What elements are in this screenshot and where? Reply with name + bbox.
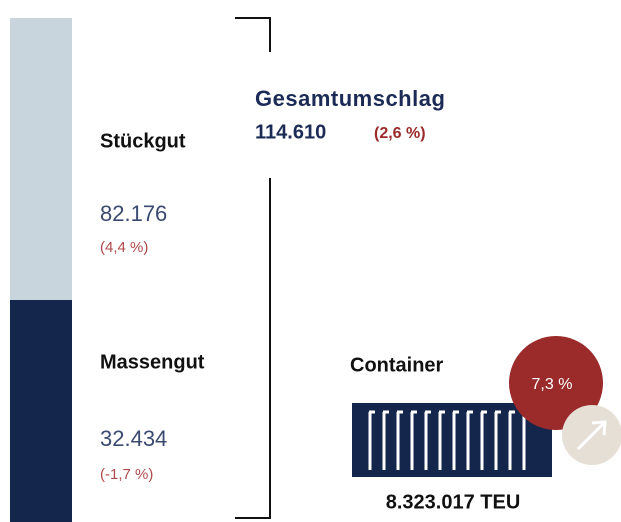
segment-label: Massengut [100,351,205,373]
total-change: (2,6 %) [374,125,426,142]
total-title: Gesamtumschlag [255,86,445,111]
massengut-bar [10,300,72,522]
segment-value: 32.434 [100,426,167,451]
segment-value: 82.176 [100,201,167,226]
bracket [235,17,271,519]
arrow-icon [576,420,607,451]
total-value: 114.610 [255,121,326,143]
stueckgut-bar [10,18,72,300]
change-badge [509,336,603,430]
container-value: 8.323.017 TEU [386,491,521,513]
container-label: Container [350,354,444,376]
segment-change: (4,4 %) [100,239,148,256]
container-change: 7,3 % [532,376,573,393]
container-icon [352,403,552,477]
segment-change: (-1,7 %) [100,466,153,483]
segment-label: Stückgut [100,130,186,152]
